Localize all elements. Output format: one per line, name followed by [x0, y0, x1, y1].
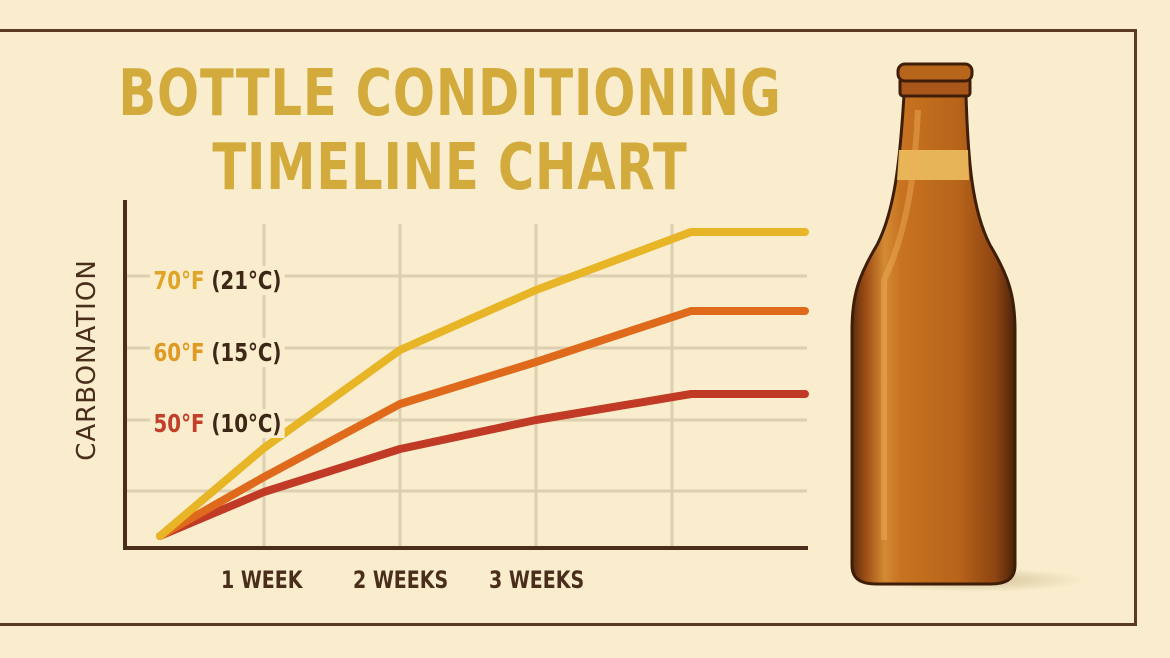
- series-label-50f-celsius: (10°C): [211, 409, 282, 438]
- bottle-highlight: [881, 109, 921, 540]
- series-line-70f: [156, 228, 809, 540]
- chart-title-line2: TIMELINE CHART: [212, 131, 688, 205]
- x-tick-week3: 3 WEEKS: [489, 566, 585, 594]
- series-label-60f-celsius: (15°C): [211, 338, 282, 367]
- bottle-label: [897, 150, 969, 180]
- series-label-70f-fahrenheit: 70°F: [153, 266, 205, 295]
- series-line-50f: [156, 390, 809, 540]
- series-line-60f: [156, 307, 809, 540]
- series-label-60f-fahrenheit: 60°F: [153, 338, 205, 367]
- chart-frame: [0, 29, 1137, 626]
- series-label-50f: 50°F (10°C): [150, 409, 285, 438]
- bottle-lip: [896, 62, 974, 83]
- series-label-70f-celsius: (21°C): [211, 266, 282, 295]
- beer-bottle-illustration: [850, 62, 1085, 592]
- x-tick-week2: 2 WEEKS: [353, 566, 449, 594]
- series-label-50f-fahrenheit: 50°F: [153, 409, 205, 438]
- series-label-70f: 70°F (21°C): [150, 266, 285, 295]
- series-label-60f: 60°F (15°C): [150, 338, 285, 367]
- chart-title-line1: BOTTLE CONDITIONING: [118, 57, 782, 131]
- bottle-body: [850, 93, 1017, 586]
- x-tick-week1: 1 WEEK: [221, 566, 303, 594]
